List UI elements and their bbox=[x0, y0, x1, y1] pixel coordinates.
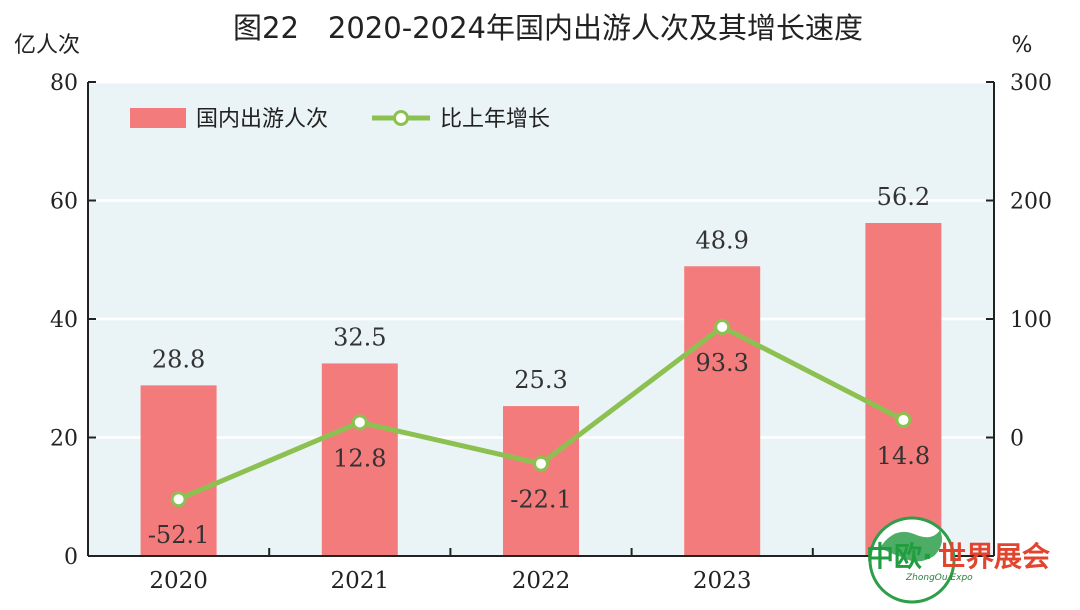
watermark-text-left: 中欧 bbox=[866, 540, 922, 573]
right-tick-label: 0 bbox=[1010, 427, 1024, 452]
bar-value-label: 48.9 bbox=[695, 226, 748, 254]
right-tick-label: 200 bbox=[1010, 190, 1052, 215]
legend: 国内出游人次 比上年增长 bbox=[130, 107, 550, 132]
bars bbox=[140, 223, 942, 556]
line-value-label: -22.1 bbox=[510, 486, 572, 514]
bar-value-labels: 28.8 32.5 25.3 48.9 56.2 bbox=[152, 183, 930, 394]
line-value-label: -52.1 bbox=[148, 521, 210, 549]
globe-land-shape bbox=[880, 530, 942, 562]
left-tick-label: 60 bbox=[50, 190, 78, 215]
right-tick-label: 300 bbox=[1010, 71, 1052, 96]
legend-line-marker bbox=[393, 110, 409, 126]
x-axis-ticks: 2020 2021 2022 2023 bbox=[149, 548, 814, 594]
line-point bbox=[533, 455, 549, 472]
legend-line-label: 比上年增长 bbox=[440, 107, 550, 132]
legend-bar-swatch bbox=[130, 108, 186, 128]
bar bbox=[865, 223, 942, 556]
x-tick-label: 2021 bbox=[331, 568, 390, 594]
line-point bbox=[714, 318, 731, 335]
right-tick-label: 100 bbox=[1010, 308, 1052, 333]
left-axis-unit: 亿人次 bbox=[14, 33, 80, 58]
growth-value-labels: -52.1 12.8 -22.1 93.3 14.8 bbox=[148, 349, 930, 549]
chart-title: 图22 2020-2024年国内出游人次及其增长速度 bbox=[233, 11, 863, 45]
legend-bar-label: 国内出游人次 bbox=[196, 107, 328, 132]
right-axis-ticks: 0 100 200 300 bbox=[986, 71, 1052, 452]
line-point bbox=[351, 414, 368, 431]
left-tick-label: 80 bbox=[50, 71, 78, 96]
line-point bbox=[895, 411, 912, 428]
bar-value-label: 56.2 bbox=[877, 183, 930, 211]
watermark-separator: · bbox=[922, 540, 933, 573]
line-value-label: 14.8 bbox=[877, 442, 930, 470]
line-point bbox=[170, 491, 187, 508]
bar bbox=[503, 406, 579, 556]
line-value-label: 12.8 bbox=[333, 444, 386, 472]
x-tick-label: 2022 bbox=[512, 568, 571, 594]
bar-value-label: 32.5 bbox=[333, 323, 386, 351]
left-tick-label: 0 bbox=[64, 545, 78, 570]
left-axis-ticks: 0 20 40 60 80 bbox=[50, 71, 96, 570]
watermark-subtitle: ZhongOu Expo bbox=[905, 573, 973, 583]
x-tick-label: 2023 bbox=[693, 568, 752, 594]
right-axis-unit: % bbox=[1012, 33, 1033, 58]
bar bbox=[321, 363, 398, 556]
watermark-text-right: 世界展会 bbox=[938, 540, 1050, 573]
bar bbox=[684, 266, 761, 556]
bar bbox=[140, 385, 217, 556]
bar-value-label: 25.3 bbox=[514, 366, 567, 394]
line-value-label: 93.3 bbox=[695, 349, 748, 377]
watermark: 中欧 · 世界展会 ZhongOu Expo bbox=[866, 516, 1050, 604]
left-tick-label: 40 bbox=[50, 308, 78, 333]
left-tick-label: 20 bbox=[50, 427, 78, 452]
growth-line bbox=[170, 318, 912, 508]
bar-value-label: 28.8 bbox=[152, 345, 205, 373]
grid-lines bbox=[88, 80, 994, 439]
x-tick-label: 2020 bbox=[149, 568, 208, 594]
